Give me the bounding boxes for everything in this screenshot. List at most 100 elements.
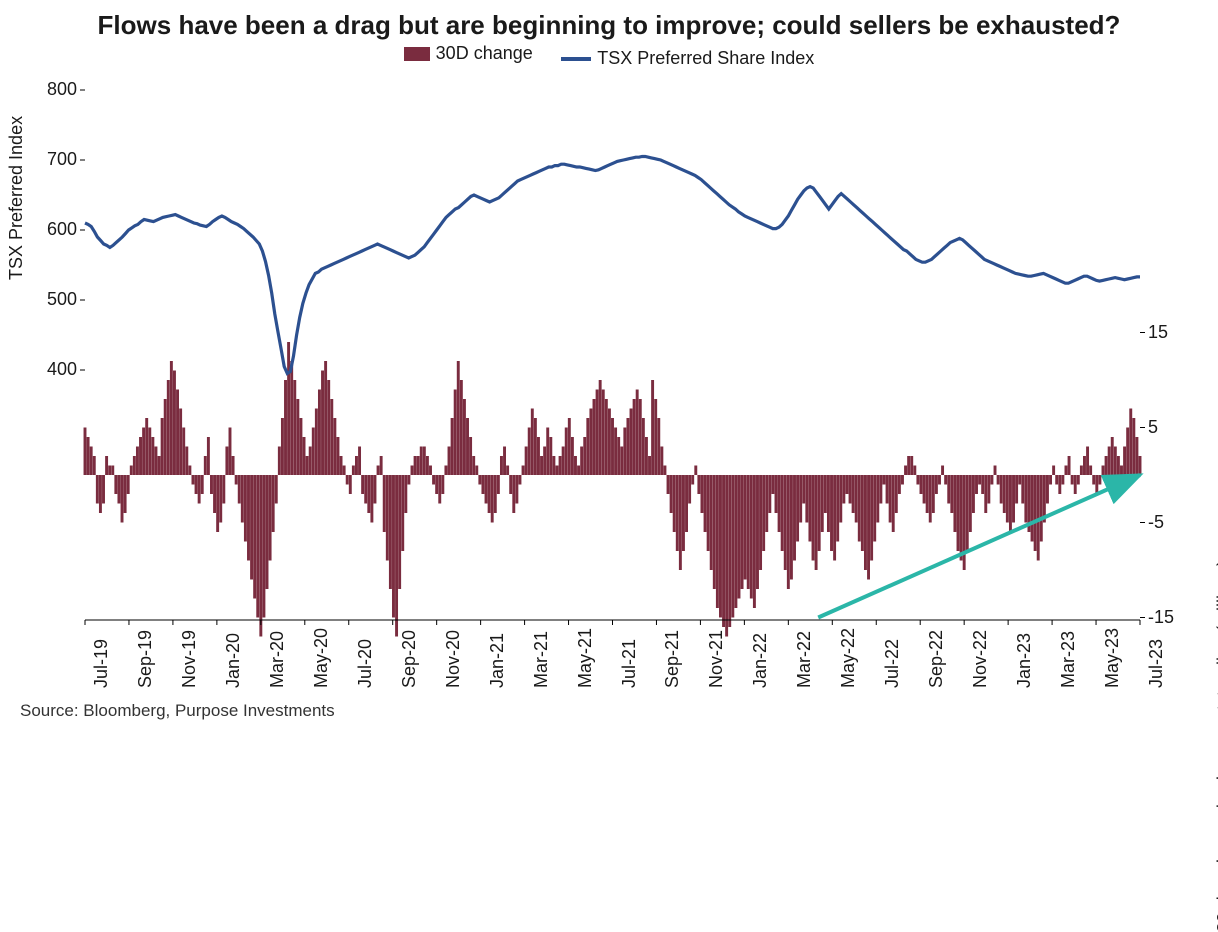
bar (269, 475, 272, 561)
bar (151, 437, 154, 475)
bar (1120, 466, 1123, 476)
bar (731, 475, 734, 618)
bar (858, 475, 861, 542)
bar (762, 475, 765, 551)
bar (1015, 475, 1018, 504)
bar (830, 475, 833, 551)
bars-group (84, 342, 1142, 637)
x-tick-label: May-23 (1102, 628, 1123, 688)
bar (855, 475, 858, 523)
bar (173, 371, 176, 476)
bar (1065, 466, 1068, 476)
bar (84, 428, 87, 476)
bar (756, 475, 759, 589)
bar (1046, 475, 1049, 504)
bar (910, 456, 913, 475)
bar (596, 390, 599, 476)
bar (697, 475, 700, 494)
bar (355, 456, 358, 475)
bar (626, 418, 629, 475)
bar (534, 418, 537, 475)
bar (389, 475, 392, 589)
bar (923, 475, 926, 504)
bar (633, 399, 636, 475)
bar (873, 475, 876, 542)
x-tick-label: Nov-19 (179, 630, 200, 688)
bar (198, 475, 201, 504)
bar (438, 475, 441, 504)
bar (1055, 475, 1058, 485)
bar (722, 475, 725, 627)
bar (645, 437, 648, 475)
bar (876, 475, 879, 523)
bar (161, 418, 164, 475)
bar (216, 475, 219, 532)
bar (583, 437, 586, 475)
bar (377, 466, 380, 476)
bar (670, 475, 673, 513)
bar (926, 475, 929, 513)
bar (383, 475, 386, 532)
bar (457, 361, 460, 475)
bar (219, 475, 222, 523)
bar (972, 475, 975, 513)
bar (244, 475, 247, 542)
bar (694, 466, 697, 476)
bar (1095, 475, 1098, 494)
bar (537, 437, 540, 475)
x-tick-label: Jan-22 (750, 633, 771, 688)
bar (1092, 475, 1095, 485)
bar (867, 475, 870, 580)
bar (1105, 456, 1108, 475)
bar (1102, 466, 1105, 476)
bar (407, 475, 410, 485)
bar (685, 475, 688, 532)
bar (411, 466, 414, 476)
bar (808, 475, 811, 542)
bar (352, 466, 355, 476)
bar (571, 437, 574, 475)
y-right-tick: 15 (1148, 322, 1188, 343)
bar (207, 437, 210, 475)
bar (494, 475, 497, 513)
bar (299, 418, 302, 475)
bar (824, 475, 827, 513)
bar (802, 475, 805, 504)
bar (815, 475, 818, 570)
bar (981, 475, 984, 494)
bar (259, 475, 262, 637)
bar (278, 447, 281, 476)
y-left-tick: 800 (37, 79, 77, 100)
bar (145, 418, 148, 475)
bar (920, 475, 923, 494)
bar (90, 447, 93, 476)
x-tick-label: Mar-21 (531, 631, 552, 688)
bar (738, 475, 741, 599)
bar (432, 475, 435, 485)
bar (870, 475, 873, 561)
bar (543, 447, 546, 476)
bar (679, 475, 682, 570)
bar (232, 456, 235, 475)
bar (1068, 456, 1071, 475)
bar (639, 399, 642, 475)
bar (275, 475, 278, 504)
x-tick-label: May-22 (838, 628, 859, 688)
bar (725, 475, 728, 637)
x-tick-label: Jul-23 (1146, 639, 1167, 688)
bar (315, 409, 318, 476)
bar (463, 399, 466, 475)
bar (1021, 475, 1024, 504)
bar (386, 475, 389, 561)
x-tick-label: Jul-19 (91, 639, 112, 688)
bar (167, 380, 170, 475)
bar (987, 475, 990, 504)
y-right-tick: -5 (1148, 512, 1188, 533)
x-tick-label: Jul-21 (619, 639, 640, 688)
bar (568, 418, 571, 475)
bar (556, 466, 559, 476)
bar (978, 475, 981, 485)
bar (1086, 447, 1089, 476)
bar (691, 475, 694, 485)
bar (472, 456, 475, 475)
